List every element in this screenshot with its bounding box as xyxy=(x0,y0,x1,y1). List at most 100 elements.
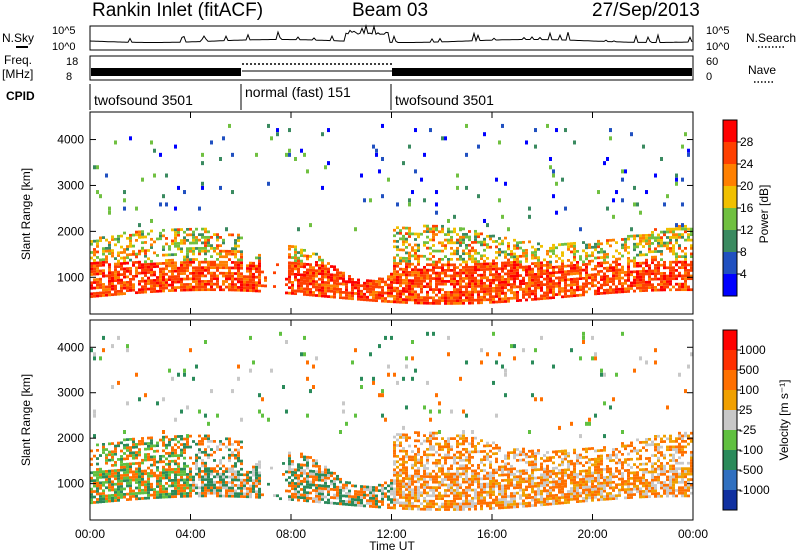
heatmap-cell xyxy=(321,476,324,480)
heatmap-cell xyxy=(408,480,411,483)
heatmap-cell xyxy=(126,289,129,293)
heatmap-cell xyxy=(138,266,141,270)
heatmap-cell xyxy=(369,287,372,291)
heatmap-cell xyxy=(402,485,405,489)
heatmap-cell xyxy=(120,284,123,287)
heatmap-cell xyxy=(465,475,468,478)
heatmap-cell xyxy=(501,498,504,501)
heatmap-cell xyxy=(468,461,471,465)
heatmap-cell xyxy=(405,276,408,280)
heatmap-cell xyxy=(408,298,411,302)
heatmap-cell xyxy=(129,272,132,276)
heatmap-cell xyxy=(498,272,501,276)
heatmap-cell xyxy=(465,472,468,476)
heatmap-cell xyxy=(321,495,324,499)
heatmap-cell xyxy=(408,496,411,500)
heatmap-cell xyxy=(663,260,666,264)
heatmap-cell xyxy=(144,287,147,291)
heatmap-cell xyxy=(657,272,660,275)
heatmap-cell xyxy=(138,288,141,292)
heatmap-cell xyxy=(204,483,207,487)
heatmap-cell xyxy=(504,489,507,493)
heatmap-cell xyxy=(114,268,117,271)
heatmap-cell xyxy=(456,282,459,286)
heatmap-cell xyxy=(498,490,501,493)
heatmap-cell xyxy=(177,454,180,457)
heatmap-cell xyxy=(126,443,129,447)
heatmap-cell xyxy=(513,285,516,289)
heatmap-cell xyxy=(567,278,570,282)
heatmap-cell xyxy=(246,473,249,477)
heatmap-cell xyxy=(204,238,207,242)
heatmap-cell xyxy=(483,463,486,467)
heatmap-cell xyxy=(492,479,495,483)
heatmap-cell xyxy=(591,245,594,249)
heatmap-cell xyxy=(336,496,339,500)
heatmap-cell xyxy=(561,270,564,274)
heatmap-cell xyxy=(414,232,417,236)
heatmap-cell xyxy=(513,274,516,278)
heatmap-cell xyxy=(387,503,390,507)
heatmap-cell xyxy=(204,246,207,250)
heatmap-cell xyxy=(99,280,102,284)
heatmap-cell xyxy=(258,275,261,279)
heatmap-cell xyxy=(468,279,471,283)
heatmap-cell xyxy=(138,448,141,451)
heatmap-cell xyxy=(468,477,471,481)
heatmap-cell xyxy=(162,278,165,282)
heatmap-cell xyxy=(507,297,510,300)
heatmap-cell xyxy=(453,271,456,275)
heatmap-cell xyxy=(309,475,312,478)
heatmap-cell xyxy=(405,226,408,230)
colorbar-swatch xyxy=(723,252,737,275)
heatmap-cell xyxy=(402,471,405,475)
heatmap-cell xyxy=(426,486,429,489)
heatmap-cell xyxy=(192,440,195,443)
heatmap-cell xyxy=(426,241,429,244)
heatmap-cell xyxy=(240,481,243,485)
heatmap-cell xyxy=(645,234,648,237)
heatmap-cell xyxy=(462,505,465,509)
heatmap-cell xyxy=(135,291,138,295)
heatmap-cell xyxy=(153,287,156,291)
heatmap-cell xyxy=(321,261,324,265)
heatmap-cell xyxy=(369,290,372,294)
heatmap-cell xyxy=(330,276,333,279)
heatmap-cell xyxy=(156,468,159,472)
heatmap-cell xyxy=(138,497,141,501)
heatmap-cell xyxy=(393,471,396,474)
heatmap-cell xyxy=(534,463,537,466)
heatmap-cell xyxy=(432,263,435,267)
heatmap-cell xyxy=(255,284,258,287)
heatmap-cell xyxy=(393,245,396,249)
heatmap-cell xyxy=(327,471,330,475)
heatmap-cell xyxy=(339,290,342,294)
heatmap-cell xyxy=(648,239,651,243)
heatmap-cell xyxy=(168,289,171,293)
heatmap-cell xyxy=(288,275,291,279)
heatmap-cell xyxy=(192,489,195,492)
heatmap-cell xyxy=(378,296,381,300)
heatmap-cell xyxy=(354,281,357,284)
heatmap-cell xyxy=(630,287,633,290)
heatmap-cell xyxy=(258,284,261,287)
heatmap-cell xyxy=(420,461,423,465)
heatmap-cell xyxy=(480,265,483,269)
heatmap-cell xyxy=(486,223,489,228)
heatmap-cell xyxy=(111,485,114,489)
heatmap-cell xyxy=(321,280,324,284)
heatmap-cell xyxy=(165,468,168,472)
heatmap-cell xyxy=(396,245,399,249)
heatmap-cell xyxy=(267,123,270,128)
heatmap-cell xyxy=(138,442,141,446)
heatmap-cell xyxy=(285,340,288,344)
heatmap-cell xyxy=(315,489,318,493)
heatmap-cell xyxy=(288,264,291,267)
heatmap-cell xyxy=(426,230,429,233)
heatmap-cell xyxy=(510,473,513,476)
heatmap-cell xyxy=(453,249,456,253)
heatmap-cell xyxy=(612,277,615,281)
heatmap-cell xyxy=(531,471,534,475)
heatmap-cell xyxy=(510,451,513,454)
